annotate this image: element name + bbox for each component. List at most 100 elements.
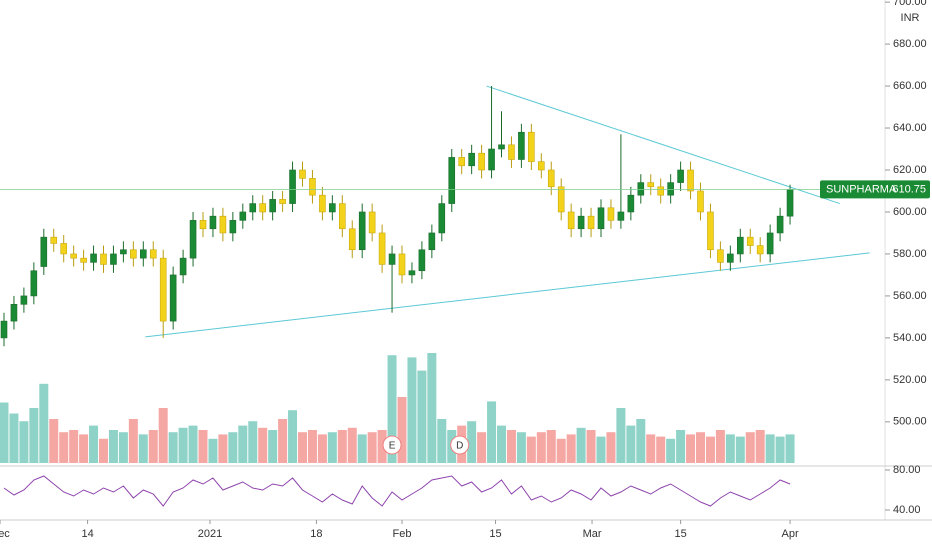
volume-bar [775,436,785,463]
candle-body [438,203,446,234]
candle-body [717,249,724,263]
volume-bar [735,436,745,463]
volume-bar [268,430,278,463]
candle-body [338,203,346,230]
candle-body [140,249,147,259]
volume-bar [238,425,248,463]
event-marker [382,435,402,455]
volume-bar [646,434,656,463]
volume-bar [596,436,606,463]
y-tick-label: 640.00 [893,122,927,134]
volume-bar [656,436,666,463]
volume-bar [377,430,387,463]
candle-body [458,157,466,167]
candle-body [159,257,167,322]
candle-body [299,169,306,179]
candle-body [786,189,794,217]
oscillator-line [3,475,791,507]
candle-body [518,131,525,160]
volume-bar [288,410,298,463]
candle-body [557,186,565,213]
volume-bar [566,434,576,463]
volume-bar [686,434,696,463]
volume-bar [118,432,128,463]
volume-bar [0,402,9,463]
x-tick-label: 18 [310,528,322,540]
volume-bar [676,430,686,463]
volume-bar [49,419,59,463]
volume-bar [168,432,178,463]
candle-body [289,169,296,204]
x-tick-label: Mar [583,528,602,540]
volume-bar [556,438,566,463]
candle-body [468,152,475,167]
candle-body [279,199,286,204]
candle-body [408,270,416,276]
volume-bar [327,432,337,463]
candle-body [398,253,406,276]
candle-body [498,144,505,150]
candle-body [149,249,157,259]
y-tick-label: 660.00 [893,80,927,92]
candle-body [130,249,137,259]
candle-body [329,203,336,213]
candle-body [617,211,625,221]
candle-body [40,236,48,267]
candle-body [607,207,615,221]
currency: INR [901,12,920,24]
y-tick-label: 600.00 [893,206,927,218]
volume-bar [208,438,218,463]
candle-body [100,253,107,265]
candle-body [309,178,316,196]
volume-bar [785,434,795,463]
candle-body [50,236,58,244]
x-tick-label: 15 [489,528,501,540]
y-tick-label: 700.00 [893,0,927,8]
candle-body [20,295,28,305]
candle-body [547,169,555,188]
event-marker [450,435,470,455]
candle-body [348,228,356,251]
candle-body [70,253,77,259]
volume-bar [576,427,586,463]
volume-bar [9,413,19,463]
volume-bar [347,427,357,463]
volume-bar [19,421,29,463]
volume-bar [467,421,477,463]
candle-body [687,169,694,192]
volume-bar [59,432,69,463]
candle-body [269,199,276,213]
candle-body [259,203,267,213]
volume-bar [158,408,168,463]
y-tick-label: 620.00 [893,164,927,176]
candle-body [249,203,257,213]
trendline [486,85,840,205]
volume-bar [437,419,447,463]
candle-body [537,161,545,171]
volume-bar [307,430,317,463]
volume-bar [626,425,636,463]
volume-bar [198,430,208,463]
candle-body [448,157,456,204]
event-label: E [389,441,396,452]
candle-body [199,220,207,230]
x-tick-label: Feb [393,528,412,540]
candle-body [597,207,605,230]
candle-body [627,194,635,213]
trendline [145,252,870,338]
volume-bar [357,434,367,463]
candle-body [428,232,436,251]
volume-bar [536,432,546,463]
candle-body [319,194,326,213]
volume-bar [725,434,735,463]
candle-body [478,152,485,171]
candle-body [756,245,764,255]
volume-bar [696,432,705,463]
y-tick-label: 680.00 [893,38,927,50]
candle-body [766,232,774,255]
volume-bar [89,425,99,463]
candle-body [657,186,665,196]
volume-bar [228,432,238,463]
volume-bar [606,432,616,463]
